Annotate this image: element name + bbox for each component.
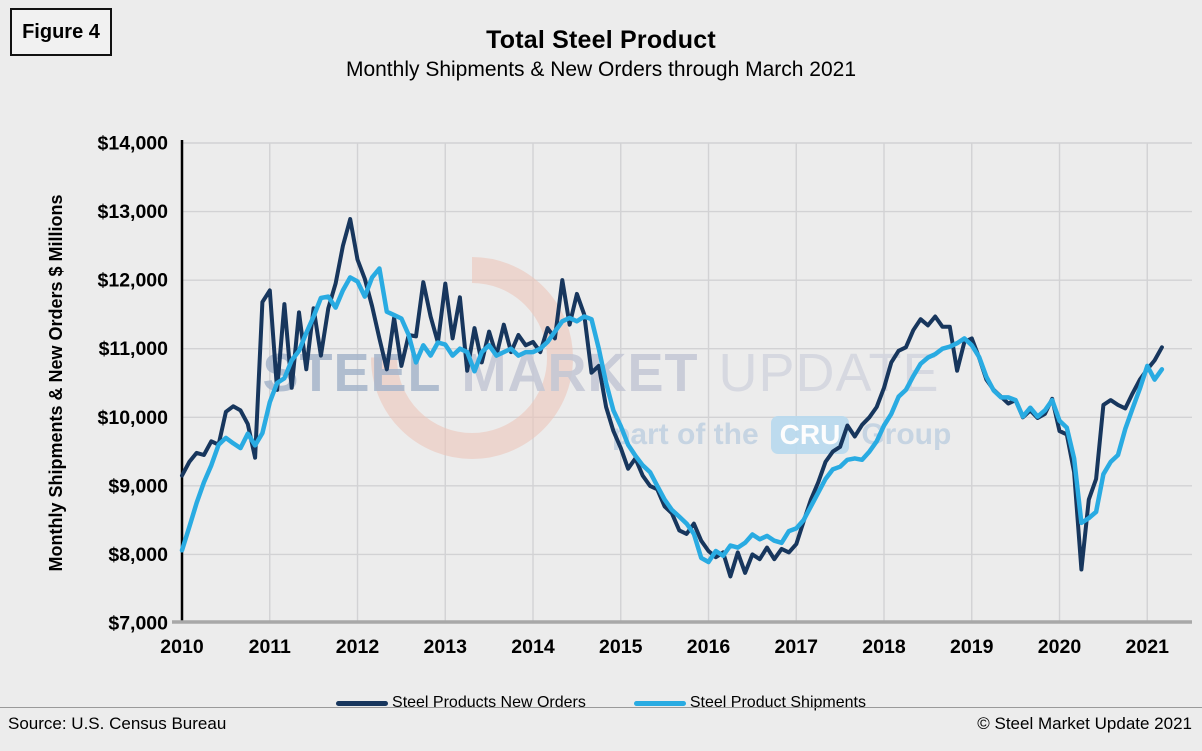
copyright-text: © Steel Market Update 2021 bbox=[977, 714, 1192, 733]
chart-legend: Steel Products New Orders Steel Product … bbox=[0, 691, 1202, 715]
x-tick-label: 2016 bbox=[687, 636, 731, 658]
footer-divider bbox=[0, 707, 1202, 708]
x-tick-label: 2011 bbox=[249, 636, 291, 658]
chart-subtitle: Monthly Shipments & New Orders through M… bbox=[345, 58, 857, 81]
y-tick-label: $8,000 bbox=[108, 544, 168, 566]
x-tick-label: 2012 bbox=[336, 636, 380, 658]
figure-label-box: Figure 4 bbox=[10, 8, 112, 56]
x-tick-label: 2019 bbox=[950, 636, 994, 658]
y-tick-label: $7,000 bbox=[108, 613, 168, 635]
x-tick-label: 2015 bbox=[599, 636, 643, 658]
x-tick-label: 2020 bbox=[1038, 636, 1082, 658]
y-tick-label: $9,000 bbox=[108, 475, 168, 497]
x-tick-label: 2014 bbox=[511, 636, 555, 658]
y-tick-label: $13,000 bbox=[98, 201, 169, 223]
legend-item-new-orders: Steel Products New Orders bbox=[336, 694, 586, 712]
shipments-line-swatch bbox=[633, 700, 686, 706]
figure-label: Figure 4 bbox=[22, 20, 100, 43]
x-tick-label: 2018 bbox=[862, 636, 906, 658]
y-tick-label: $12,000 bbox=[98, 270, 169, 292]
shipments-line bbox=[179, 266, 1165, 565]
x-tick-label: 2013 bbox=[424, 636, 468, 658]
new-orders-line-swatch bbox=[336, 700, 389, 706]
chart-title: Total Steel Product bbox=[486, 26, 716, 54]
y-tick-label: $10,000 bbox=[98, 407, 169, 429]
source-text: Source: U.S. Census Bureau bbox=[8, 714, 227, 733]
y-tick-label: $11,000 bbox=[99, 338, 169, 360]
x-tick-label: 2017 bbox=[775, 636, 818, 658]
legend-label-new-orders: Steel Products New Orders bbox=[392, 694, 586, 711]
x-tick-label: 2021 bbox=[1126, 636, 1170, 658]
legend-item-shipments: Steel Product Shipments bbox=[633, 694, 866, 712]
x-tick-label: 2010 bbox=[160, 636, 204, 658]
y-tick-label: $14,000 bbox=[98, 133, 169, 155]
legend-label-shipments: Steel Product Shipments bbox=[689, 694, 866, 711]
